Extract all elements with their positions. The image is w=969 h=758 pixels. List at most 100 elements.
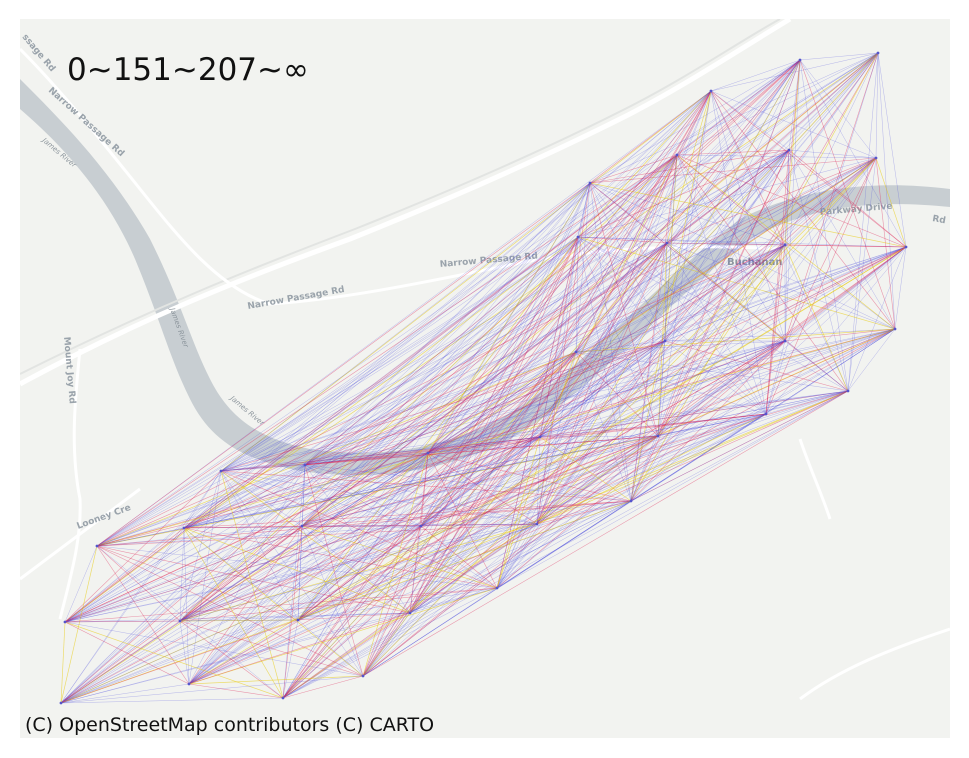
map-attribution: (C) OpenStreetMap contributors (C) CARTO (25, 714, 435, 736)
network-edge (96, 470, 222, 547)
network-edge (64, 351, 577, 623)
network-edge (179, 182, 591, 622)
network-edge (301, 523, 538, 527)
network-edge (188, 587, 498, 685)
network-edge (409, 500, 632, 614)
network-edge (666, 52, 879, 244)
network-edge (420, 525, 498, 589)
network-edge (362, 182, 591, 677)
network-edge (575, 52, 879, 353)
network-node (538, 435, 542, 439)
network-edge (96, 545, 284, 699)
network-edge (362, 413, 767, 677)
network-edge (220, 470, 364, 677)
network-edge (539, 154, 678, 438)
network-edge (297, 328, 896, 621)
network-edge (657, 149, 790, 437)
network-edge (64, 154, 678, 623)
network-edge (539, 340, 786, 438)
network-edge (96, 545, 498, 589)
network-edge (179, 59, 801, 622)
network-edge (282, 612, 411, 699)
network-edge (60, 328, 896, 704)
network-edge (64, 527, 185, 623)
network-edge (183, 500, 632, 529)
network-edge (220, 390, 849, 472)
network-edge (420, 413, 767, 527)
network-edge (282, 59, 801, 699)
network-edge (64, 157, 877, 623)
network-edge (575, 340, 666, 353)
network-edge (304, 242, 668, 466)
network-edge (676, 154, 849, 392)
network-edge (297, 464, 306, 621)
network-edge (676, 59, 801, 156)
network-node (178, 619, 182, 623)
network-edge (64, 621, 284, 699)
network-edge (539, 236, 579, 438)
network-edge (179, 619, 299, 622)
network-edge (875, 52, 879, 159)
network-edge (427, 244, 786, 454)
network-edge (666, 154, 678, 244)
network-edge (420, 390, 849, 527)
network-edge (96, 500, 632, 547)
network-edge (657, 390, 849, 437)
network-edge (220, 436, 541, 472)
network-edge (282, 587, 498, 699)
network-edge (64, 525, 422, 623)
network-edge (362, 246, 907, 677)
network-edge (676, 154, 767, 415)
network-edge (427, 435, 659, 454)
network-edge (179, 52, 879, 622)
network-edge (304, 52, 879, 466)
network-edge (710, 90, 896, 330)
network-edge (575, 351, 632, 502)
map-viewport[interactable]: Narrow Passage Rd Narrow Passage Rd Narr… (20, 19, 950, 738)
network-edge (282, 464, 306, 699)
network-edge (784, 244, 849, 392)
network-edge (301, 244, 786, 527)
network-edge (64, 612, 411, 623)
network-edge (304, 464, 538, 525)
network-edge (575, 351, 767, 415)
network-edge (96, 340, 666, 547)
network-edge (589, 182, 666, 342)
network-edge (183, 527, 411, 614)
network-edge (64, 413, 767, 623)
network-edge (420, 500, 632, 527)
network-edge (409, 328, 896, 614)
network-edge (577, 236, 659, 437)
network-edge (676, 52, 879, 156)
network-edge (427, 52, 879, 454)
network-edge (420, 149, 790, 527)
network-edge (301, 154, 678, 527)
network-edge (188, 523, 538, 685)
network-edge (60, 390, 849, 704)
network-edge (220, 470, 303, 527)
network-edge (666, 149, 790, 244)
network-edge (179, 328, 896, 622)
network-edge (847, 328, 896, 392)
network-edge (301, 328, 896, 527)
network-edge (297, 525, 422, 621)
network-edge (420, 435, 659, 527)
network-edge (188, 351, 577, 685)
network-edge (282, 675, 364, 699)
network-edge (60, 683, 190, 704)
network-edge (784, 328, 896, 342)
network-edge (539, 242, 668, 438)
network-edge (60, 675, 364, 704)
network-edge (183, 340, 666, 529)
network-node (588, 181, 592, 185)
network-edge (60, 523, 538, 704)
network-edge (539, 246, 907, 438)
network-edge (577, 236, 907, 248)
network-edge (188, 525, 303, 685)
network-edge (60, 340, 786, 704)
network-edge (96, 545, 364, 677)
network-node (665, 241, 669, 245)
network-edge (577, 59, 801, 238)
network-edge (183, 149, 790, 529)
network-edge (96, 328, 896, 547)
